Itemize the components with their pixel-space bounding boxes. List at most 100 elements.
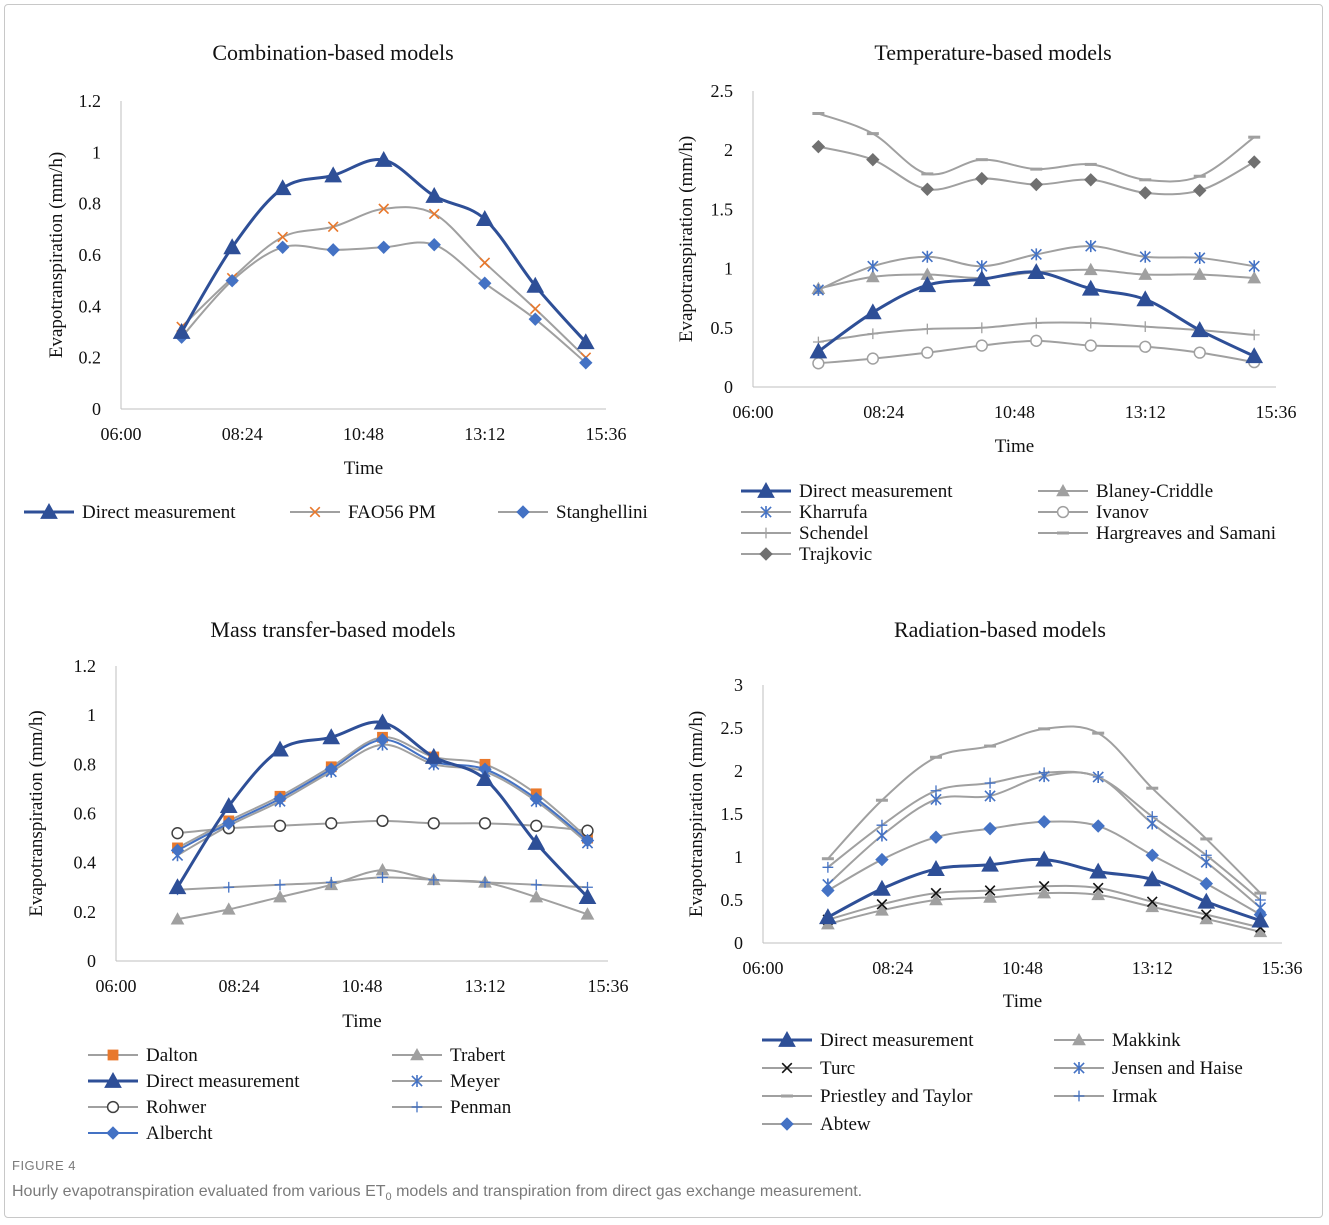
chart-4-point-irmak	[1146, 811, 1158, 822]
chart-2-series-trajkovic	[811, 139, 1261, 200]
chart-1-point-stanghellini	[377, 240, 391, 255]
chart-4-legend-label: Abtew	[820, 1114, 871, 1135]
chart-1-legend-label: Direct measurement	[82, 502, 236, 523]
chart-3-y-tick-label: 0.8	[74, 754, 97, 774]
chart-3: Mass transfer-based models 0 0.2 0.4 0.6 0.8 1…	[26, 617, 629, 1144]
chart-2-x-tick-label: 15:36	[1255, 402, 1296, 422]
chart-4-point-makkink	[1145, 899, 1160, 913]
chart-2-point-hargreaves-and-samani	[921, 172, 934, 176]
chart-3-legend-marker	[106, 1126, 120, 1140]
chart-4-y-tick-label: 1.5	[721, 804, 744, 824]
chart-2-point-trajkovic	[1138, 186, 1152, 200]
chart-1-point-direct-measurement	[425, 186, 444, 203]
chart-2-point-kharrufa	[976, 260, 988, 273]
chart-4-x-tick-label: 10:48	[1002, 958, 1043, 978]
chart-3-point-direct-measurement	[527, 833, 546, 850]
chart-1-point-stanghellini	[275, 240, 290, 255]
chart-2-y-tick-label: 2.5	[711, 81, 734, 101]
chart-3-point-penman	[479, 876, 491, 888]
chart-2-point-kharrufa	[1248, 260, 1260, 273]
chart-3-legend-label: Albercht	[146, 1123, 213, 1144]
chart-2-point-direct-measurement	[1081, 279, 1100, 296]
chart-4-title: Radiation-based models	[894, 617, 1106, 642]
caption-text-end: models and transpiration from direct gas…	[391, 1183, 863, 1200]
chart-2-point-schendel	[1139, 321, 1151, 333]
chart-3-legend-marker	[104, 1071, 122, 1088]
chart-3-point-trabert	[529, 890, 544, 903]
chart-3-point-albercht	[222, 816, 236, 831]
chart-4-point-priestley-and-taylor	[821, 857, 834, 861]
chart-2-point-ivanov	[1139, 340, 1152, 353]
chart-4-legend-marker	[780, 1117, 794, 1131]
chart-3-y-tick-label: 0.2	[74, 902, 97, 922]
chart-3-x-axis-label: Time	[342, 1011, 381, 1032]
chart-2-point-hargreaves-and-samani	[1193, 174, 1206, 178]
chart-2-point-direct-measurement	[1136, 290, 1155, 307]
chart-2-point-trajkovic	[866, 152, 880, 167]
chart-2-point-blaney-criddle	[1138, 267, 1153, 280]
chart-1-y-tick-label: 1	[92, 142, 101, 162]
chart-3-point-rohwer	[427, 817, 440, 830]
chart-4-point-priestley-and-taylor	[1092, 731, 1105, 735]
chart-2-point-direct-measurement	[809, 342, 828, 359]
chart-3-point-direct-measurement	[271, 740, 289, 757]
chart-1-x-axis-label: Time	[344, 458, 383, 479]
chart-4-point-direct-measurement	[1197, 892, 1216, 909]
chart-4-point-irmak	[1200, 849, 1212, 861]
chart-4-x-tick-label: 13:12	[1132, 958, 1173, 978]
chart-3-point-albercht	[580, 833, 595, 848]
chart-3-x-tick-label: 08:24	[218, 976, 259, 996]
chart-4-x-tick-label: 15:36	[1261, 958, 1302, 978]
chart-1-x-tick-label: 15:36	[585, 424, 626, 444]
chart-2-point-kharrufa	[1085, 240, 1097, 253]
chart-3-series-trabert	[170, 863, 595, 925]
chart-1-title: Combination-based models	[212, 40, 453, 65]
chart-3-y-axis-label: Evapotranspiration (mm/h)	[26, 710, 47, 916]
chart-4-line-priestley-and-taylor	[827, 725, 1262, 894]
chart-2-point-trajkovic	[1193, 183, 1207, 198]
chart-1-x-tick-label: 13:12	[464, 424, 505, 444]
chart-2-point-ivanov	[975, 339, 988, 352]
chart-3-point-direct-measurement	[424, 747, 443, 764]
chart-3-legend-label: Meyer	[450, 1071, 500, 1092]
chart-3-point-albercht	[273, 792, 287, 806]
chart-2-point-blaney-criddle	[1083, 262, 1098, 276]
chart-4-point-irmak	[984, 777, 996, 789]
chart-2-point-schendel	[1248, 329, 1260, 341]
chart-3-point-penman	[530, 879, 542, 891]
chart-4-point-direct-measurement	[819, 908, 837, 925]
chart-2-title: Temperature-based models	[874, 40, 1111, 65]
chart-3-title: Mass transfer-based models	[210, 617, 455, 642]
chart-2-series-hargreaves-and-samani	[812, 112, 1261, 183]
chart-3-legend-label: Rohwer	[146, 1097, 207, 1118]
chart-3-legend-label: Trabert	[450, 1045, 506, 1066]
chart-4-point-turc	[1092, 882, 1104, 894]
chart-4: Radiation-based models 0 0.5 1 1.5 2 2.5 3 06:00…	[686, 617, 1303, 1135]
chart-2-series-direct-measurement	[809, 263, 1264, 364]
chart-4-y-tick-label: 3	[734, 675, 743, 695]
chart-4-legend-marker	[1072, 1032, 1086, 1046]
chart-4-y-tick-label: 2.5	[721, 718, 744, 738]
chart-2-point-blaney-criddle	[1192, 267, 1207, 280]
chart-3-y-tick-label: 0.4	[74, 853, 97, 873]
chart-4-point-abtew	[1037, 815, 1051, 829]
chart-3-legend: Dalton Trabert Direct measurement Meyer Rohw…	[88, 1045, 512, 1144]
chart-1-point-direct-measurement	[223, 238, 241, 255]
chart-3-legend-marker	[410, 1047, 424, 1061]
chart-2-point-ivanov	[921, 346, 934, 359]
chart-3-point-albercht	[375, 733, 390, 747]
chart-3-legend-marker	[107, 1049, 119, 1061]
chart-3-legend-label: Dalton	[146, 1045, 198, 1066]
chart-3-series-penman	[172, 872, 593, 896]
chart-2-point-blaney-criddle	[1247, 271, 1262, 284]
chart-2-point-blaney-criddle	[866, 269, 880, 283]
chart-2-point-direct-measurement	[918, 276, 937, 293]
chart-3-point-direct-measurement	[168, 878, 187, 895]
chart-1-y-tick-label: 1.2	[79, 91, 102, 111]
chart-1-point-fao56-pm	[378, 203, 390, 215]
chart-4-legend-marker	[781, 1094, 793, 1098]
chart-3-legend-marker	[106, 1100, 120, 1114]
chart-3-point-trabert	[273, 890, 287, 903]
chart-4-series-irmak	[822, 767, 1266, 906]
chart-2-point-hargreaves-and-samani	[866, 132, 879, 136]
